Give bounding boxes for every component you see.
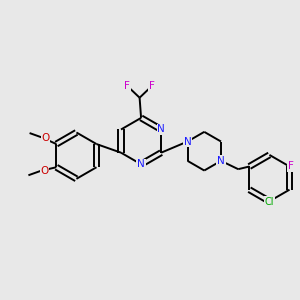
Text: N: N — [137, 159, 145, 169]
Text: N: N — [184, 136, 191, 146]
Text: N: N — [157, 124, 165, 134]
Text: N: N — [217, 156, 225, 166]
Text: F: F — [149, 81, 155, 91]
Text: F: F — [288, 161, 294, 172]
Text: O: O — [41, 133, 50, 142]
Text: F: F — [124, 81, 130, 91]
Text: O: O — [40, 166, 49, 176]
Text: Cl: Cl — [265, 197, 274, 207]
